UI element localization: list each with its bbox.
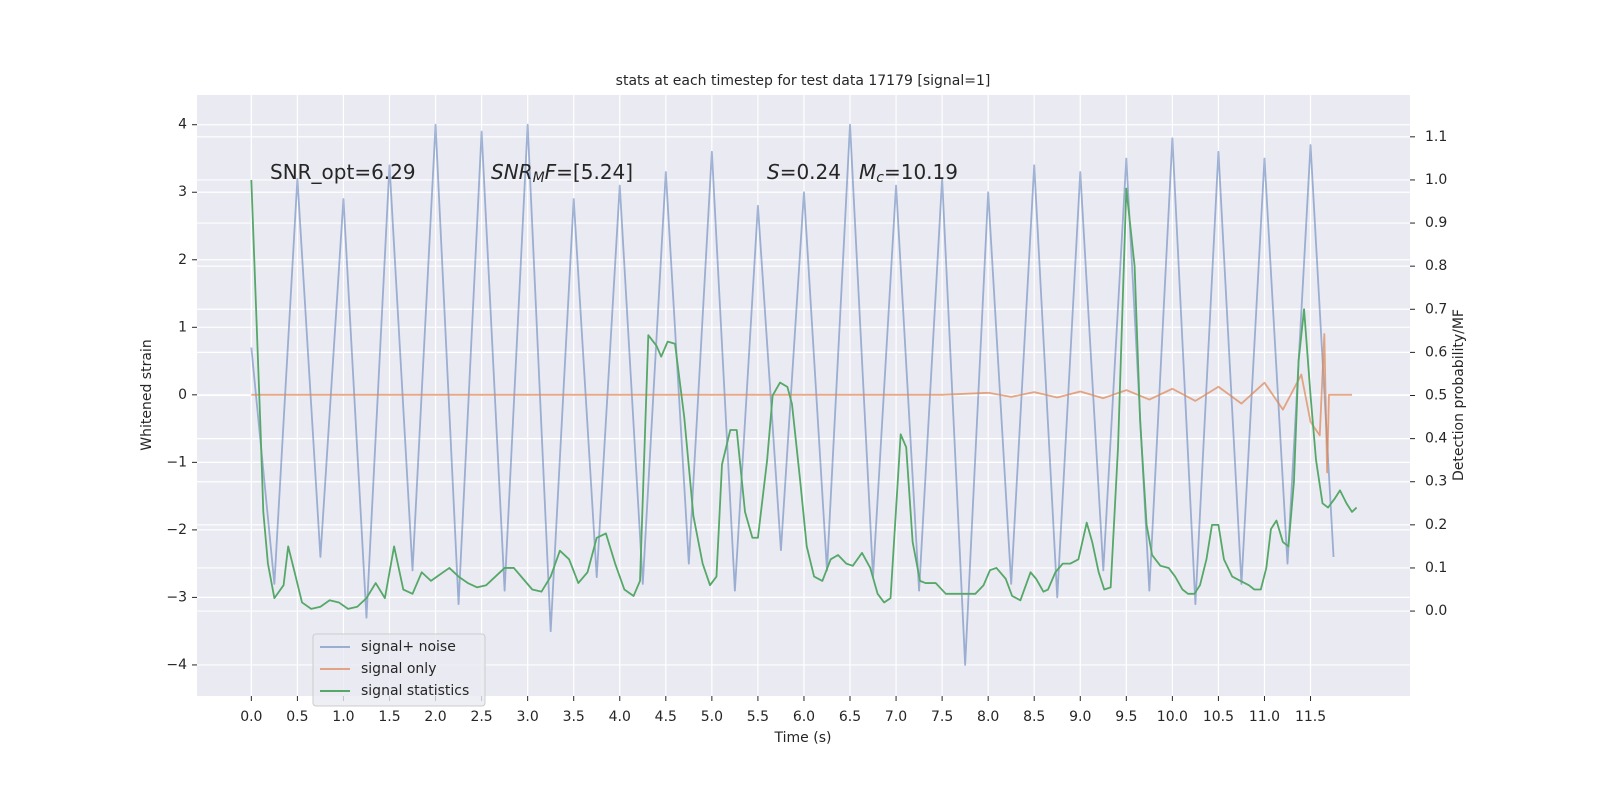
x-tick-label: 11.0: [1249, 709, 1280, 725]
y2-tick-label: 0.3: [1425, 474, 1447, 490]
y2-tick-label: 0.0: [1425, 603, 1447, 619]
y-tick-label: −1: [166, 454, 187, 470]
x-tick-label: 8.5: [1023, 709, 1045, 725]
y2-tick-label: 1.0: [1425, 172, 1447, 188]
y-tick-label: 0: [178, 387, 187, 403]
legend-label: signal only: [361, 661, 436, 677]
y-tick-label: −2: [166, 522, 187, 538]
x-tick-label: 11.5: [1295, 709, 1326, 725]
y-tick-label: −3: [166, 589, 187, 605]
x-tick-label: 3.5: [563, 709, 585, 725]
legend-label: signal statistics: [361, 683, 469, 699]
annotation: SNR_opt=6.29: [270, 160, 416, 184]
y2-tick-label: 0.9: [1425, 215, 1447, 231]
x-tick-label: 0.5: [286, 709, 308, 725]
x-tick-label: 5.5: [747, 709, 769, 725]
x-tick-label: 9.5: [1115, 709, 1137, 725]
x-tick-label: 9.0: [1069, 709, 1091, 725]
annotation: S=0.24: [767, 160, 841, 184]
annotation-part: M: [859, 160, 876, 184]
y-tick-label: 1: [178, 319, 187, 335]
annotation-part: SNR_opt=6.29: [270, 160, 416, 184]
annotation-part: =[5.24]: [556, 160, 633, 184]
x-tick-label: 3.0: [517, 709, 539, 725]
annotation-part: =0.24: [780, 160, 841, 184]
x-tick-label: 10.5: [1203, 709, 1234, 725]
annotation-part: S: [767, 160, 780, 184]
y2-tick-label: 0.2: [1425, 517, 1447, 533]
y2-tick-label: 0.7: [1425, 301, 1447, 317]
y-tick-label: 4: [178, 117, 187, 133]
x-tick-label: 2.5: [470, 709, 492, 725]
y2-axis-label: Detection probability/MF: [1451, 309, 1467, 481]
x-tick-label: 5.0: [701, 709, 723, 725]
y2-tick-label: 0.4: [1425, 431, 1447, 447]
y-tick-label: 2: [178, 252, 187, 268]
annotation-part: =10.19: [884, 160, 958, 184]
annotation: Mc=10.19: [859, 160, 958, 187]
x-tick-label: 1.5: [378, 709, 400, 725]
chart-title: stats at each timestep for test data 171…: [616, 73, 991, 89]
legend-box: [312, 633, 486, 707]
y-axis-label: Whitened strain: [139, 339, 155, 450]
annotation-part: F: [545, 160, 557, 184]
y2-tick-label: 1.1: [1425, 129, 1447, 145]
x-tick-label: 0.0: [240, 709, 262, 725]
series-line: [250, 123, 1335, 666]
x-tick-label: 6.5: [839, 709, 861, 725]
series-line: [251, 333, 1352, 474]
annotation-part: SNR: [491, 160, 533, 184]
x-tick-label: 7.0: [885, 709, 907, 725]
x-tick-label: 8.0: [977, 709, 999, 725]
x-tick-label: 10.0: [1157, 709, 1188, 725]
legend-label: signal+ noise: [361, 639, 456, 655]
annotation: SNRMF=[5.24]: [491, 160, 633, 187]
y2-tick-label: 0.8: [1425, 258, 1447, 274]
x-tick-label: 1.0: [332, 709, 354, 725]
y2-tick-label: 0.6: [1425, 344, 1447, 360]
y-tick-label: −4: [166, 657, 187, 673]
x-tick-label: 4.5: [655, 709, 677, 725]
y2-tick-label: 0.5: [1425, 388, 1447, 404]
annotation-part: M: [533, 170, 545, 186]
plot-lines: [250, 123, 1358, 666]
x-tick-label: 6.0: [793, 709, 815, 725]
y2-tick-label: 0.1: [1425, 560, 1447, 576]
labels: 0.0 0.5 1.0 1.5 2.0 2.5 3.0 3.5 4.0 4.5 5.0 5.5 6.0 6…: [166, 117, 1447, 725]
x-tick-label: 2.0: [424, 709, 446, 725]
x-axis-label: Time (s): [774, 730, 832, 746]
annotation-part: c: [876, 170, 884, 186]
series-line: [250, 179, 1358, 610]
x-tick-label: 4.0: [609, 709, 631, 725]
y-tick-label: 3: [178, 184, 187, 200]
x-tick-label: 7.5: [931, 709, 953, 725]
